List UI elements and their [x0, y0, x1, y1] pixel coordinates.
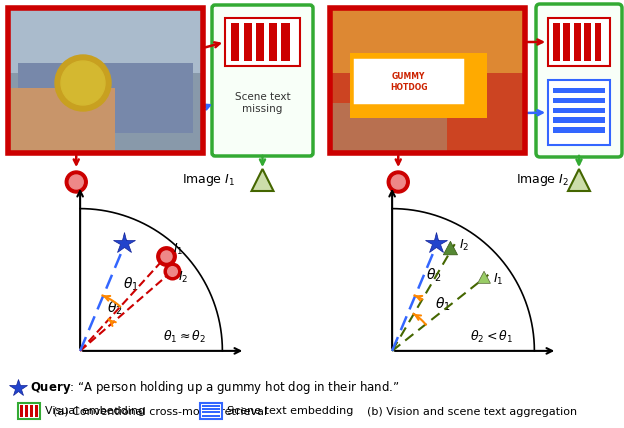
- Text: $\theta_1$: $\theta_1$: [123, 275, 139, 293]
- FancyBboxPatch shape: [8, 88, 115, 153]
- FancyBboxPatch shape: [20, 405, 23, 417]
- FancyBboxPatch shape: [553, 107, 605, 113]
- Text: $\mathbf{Query}$: “A person holding up a gummy hot dog in their hand.”: $\mathbf{Query}$: “A person holding up a…: [30, 380, 399, 396]
- Polygon shape: [568, 169, 590, 191]
- Text: $\theta_1 \approx \theta_2$: $\theta_1 \approx \theta_2$: [163, 329, 206, 345]
- Text: $\theta_2$: $\theta_2$: [426, 267, 442, 284]
- Text: (a) Conventional cross-modal retrieval: (a) Conventional cross-modal retrieval: [54, 407, 268, 417]
- FancyBboxPatch shape: [563, 23, 570, 61]
- Polygon shape: [477, 271, 490, 283]
- FancyBboxPatch shape: [595, 23, 602, 61]
- FancyBboxPatch shape: [574, 23, 580, 61]
- FancyBboxPatch shape: [202, 415, 220, 416]
- FancyBboxPatch shape: [553, 23, 560, 61]
- Text: Image $I_2$: Image $I_2$: [516, 172, 569, 188]
- FancyBboxPatch shape: [225, 18, 300, 66]
- Text: (b) Vision and scene text aggregation: (b) Vision and scene text aggregation: [368, 407, 578, 417]
- FancyBboxPatch shape: [256, 23, 265, 61]
- Polygon shape: [443, 241, 457, 255]
- FancyBboxPatch shape: [536, 4, 622, 157]
- FancyBboxPatch shape: [330, 8, 525, 73]
- Circle shape: [388, 171, 409, 193]
- FancyBboxPatch shape: [231, 23, 239, 61]
- Circle shape: [61, 61, 105, 105]
- Text: Image $I_1$: Image $I_1$: [182, 172, 235, 188]
- FancyBboxPatch shape: [243, 23, 252, 61]
- Text: Visual embedding: Visual embedding: [45, 406, 145, 416]
- Text: $I_2$: $I_2$: [178, 270, 188, 285]
- FancyBboxPatch shape: [212, 5, 313, 156]
- FancyBboxPatch shape: [18, 63, 193, 133]
- FancyBboxPatch shape: [350, 53, 487, 118]
- FancyBboxPatch shape: [269, 23, 277, 61]
- FancyBboxPatch shape: [8, 8, 203, 73]
- FancyBboxPatch shape: [553, 117, 605, 123]
- Circle shape: [66, 171, 87, 193]
- FancyBboxPatch shape: [584, 23, 591, 61]
- FancyBboxPatch shape: [281, 23, 290, 61]
- Text: $\theta_2 < \theta_1$: $\theta_2 < \theta_1$: [470, 329, 514, 345]
- FancyBboxPatch shape: [202, 411, 220, 413]
- FancyBboxPatch shape: [35, 405, 38, 417]
- FancyBboxPatch shape: [30, 405, 33, 417]
- Polygon shape: [251, 169, 273, 191]
- FancyBboxPatch shape: [330, 103, 447, 153]
- FancyBboxPatch shape: [548, 18, 610, 66]
- FancyBboxPatch shape: [553, 88, 605, 93]
- FancyBboxPatch shape: [330, 8, 525, 153]
- Circle shape: [55, 55, 111, 111]
- FancyBboxPatch shape: [553, 127, 605, 133]
- Circle shape: [69, 175, 83, 189]
- FancyBboxPatch shape: [355, 60, 462, 102]
- FancyBboxPatch shape: [202, 405, 220, 407]
- FancyBboxPatch shape: [8, 8, 203, 153]
- Text: Scene text embedding: Scene text embedding: [227, 406, 353, 416]
- Text: $\theta_2$: $\theta_2$: [107, 300, 123, 317]
- Text: Scene text
missing: Scene text missing: [235, 92, 290, 114]
- FancyBboxPatch shape: [202, 408, 220, 410]
- Circle shape: [391, 175, 405, 189]
- Text: $\theta_1$: $\theta_1$: [435, 295, 451, 312]
- FancyBboxPatch shape: [18, 403, 40, 419]
- Text: GUMMY
HOTDOG: GUMMY HOTDOG: [390, 72, 427, 92]
- FancyBboxPatch shape: [25, 405, 28, 417]
- Text: $I_2$: $I_2$: [459, 238, 469, 253]
- Text: $I_1$: $I_1$: [173, 242, 183, 257]
- Text: $I_1$: $I_1$: [492, 272, 503, 288]
- FancyBboxPatch shape: [548, 80, 610, 145]
- FancyBboxPatch shape: [200, 403, 222, 419]
- FancyBboxPatch shape: [553, 98, 605, 103]
